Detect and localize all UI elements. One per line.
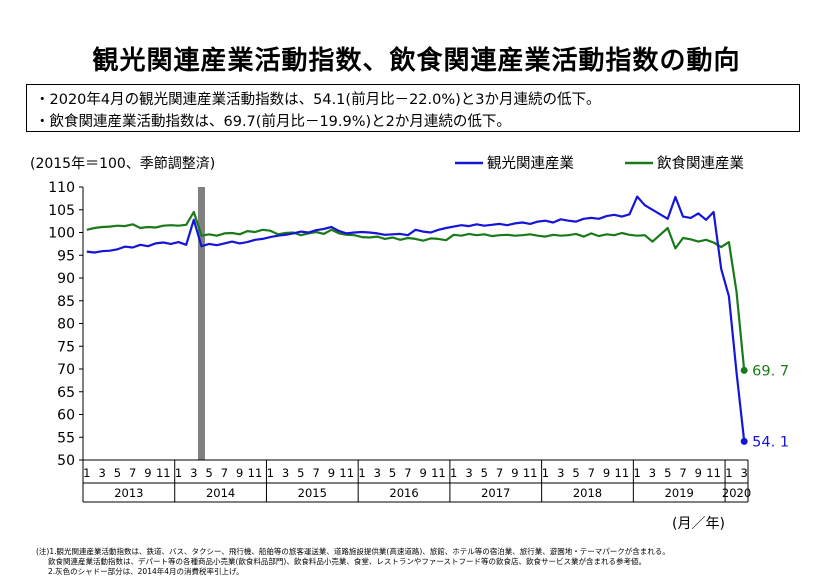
y-tick-label: 50: [57, 453, 75, 469]
month-tick-label: 11: [523, 466, 538, 480]
month-tick-label: 1: [634, 466, 641, 480]
month-tick-label: 3: [282, 466, 289, 480]
month-tick-label: 9: [236, 466, 243, 480]
y-tick-label: 105: [48, 203, 75, 219]
series-endpoint-1: [740, 366, 748, 374]
legend-label-1: 飲食関連産業: [657, 155, 744, 172]
month-tick-label: 1: [83, 466, 90, 480]
month-tick-label: 3: [98, 466, 105, 480]
year-label: 2017: [481, 486, 510, 500]
footnote-1: (注)1.観光関連産業活動指数は、鉄道、バス、タクシー、飛行機、船舶等の旅客運送…: [36, 547, 670, 556]
y-tick-label: 85: [57, 294, 75, 310]
shade-bar: [197, 187, 205, 460]
month-tick-label: 9: [695, 466, 702, 480]
series-endpoint-0: [740, 437, 748, 445]
month-tick-label: 3: [190, 466, 197, 480]
month-tick-label: 7: [221, 466, 228, 480]
footnote-1-cont: 飲食関連産業活動指数は、デパート等の各種商品小売業(飲食料品部門)、飲食料品小売…: [48, 557, 646, 566]
month-tick-label: 7: [312, 466, 319, 480]
summary-box: ・2020年4月の観光関連産業活動指数は、54.1(前月比－22.0%)と3か月…: [26, 84, 800, 132]
month-tick-label: 9: [511, 466, 518, 480]
y-tick-label: 95: [57, 248, 75, 264]
month-tick-label: 7: [129, 466, 136, 480]
month-tick-label: 11: [339, 466, 354, 480]
series-line-1: [86, 210, 746, 371]
y-tick-label: 75: [57, 339, 75, 355]
month-tick-label: 11: [615, 466, 630, 480]
y-tick-label: 80: [57, 317, 75, 333]
y-tick-label: 60: [57, 408, 75, 424]
page-title: 観光関連産業活動指数、飲食関連産業活動指数の動向: [92, 46, 741, 76]
month-tick-label: 7: [496, 466, 503, 480]
month-tick-label: 9: [144, 466, 151, 480]
month-tick-label: 11: [156, 466, 171, 480]
month-tick-label: 5: [389, 466, 396, 480]
month-tick-label: 7: [404, 466, 411, 480]
month-tick-label: 9: [419, 466, 426, 480]
year-label: 2020: [722, 486, 751, 500]
month-tick-label: 5: [481, 466, 488, 480]
y-tick-label: 100: [48, 226, 75, 242]
summary-bullet-food: ・飲食関連産業活動指数は、69.7(前月比－19.9%)と2か月連続の低下。: [35, 114, 511, 130]
month-tick-label: 7: [588, 466, 595, 480]
year-label: 2018: [573, 486, 602, 500]
summary-bullet-tourism: ・2020年4月の観光関連産業活動指数は、54.1(前月比－22.0%)と3か月…: [35, 92, 601, 108]
month-tick-label: 5: [572, 466, 579, 480]
month-tick-label: 9: [603, 466, 610, 480]
series-end-label-0: 54. 1: [752, 434, 789, 450]
unit-note: (2015年＝100、季節調整済): [30, 155, 215, 172]
x-axis-label: (月／年): [672, 516, 725, 532]
y-tick-label: 65: [57, 385, 75, 401]
y-tick-label: 90: [57, 271, 75, 287]
month-tick-label: 3: [557, 466, 564, 480]
month-tick-label: 1: [358, 466, 365, 480]
year-label: 2013: [114, 486, 143, 500]
month-tick-label: 5: [114, 466, 121, 480]
month-tick-label: 3: [465, 466, 472, 480]
year-label: 2019: [665, 486, 694, 500]
series-end-label-1: 69. 7: [752, 363, 789, 379]
month-tick-label: 11: [248, 466, 263, 480]
month-tick-label: 1: [725, 466, 732, 480]
month-tick-label: 1: [175, 466, 182, 480]
footnote-2: 2.灰色のシャドー部分は、2014年4月の消費税率引上げ。: [48, 567, 244, 576]
month-tick-label: 7: [679, 466, 686, 480]
month-tick-label: 1: [267, 466, 274, 480]
y-tick-label: 110: [48, 180, 75, 196]
month-tick-label: 9: [328, 466, 335, 480]
series-line-0: [86, 195, 746, 442]
month-tick-label: 3: [374, 466, 381, 480]
month-tick-label: 1: [542, 466, 549, 480]
year-label: 2016: [389, 486, 418, 500]
month-tick-label: 5: [205, 466, 212, 480]
year-label: 2014: [206, 486, 235, 500]
year-label: 2015: [298, 486, 327, 500]
month-tick-label: 5: [664, 466, 671, 480]
legend-label-0: 観光関連産業: [487, 155, 574, 172]
y-tick-label: 55: [57, 430, 75, 446]
month-tick-label: 1: [450, 466, 457, 480]
y-tick-label: 70: [57, 362, 75, 378]
month-tick-label: 11: [706, 466, 721, 480]
month-tick-label: 3: [741, 466, 748, 480]
month-tick-label: 5: [297, 466, 304, 480]
month-tick-label: 11: [431, 466, 446, 480]
month-tick-label: 3: [649, 466, 656, 480]
